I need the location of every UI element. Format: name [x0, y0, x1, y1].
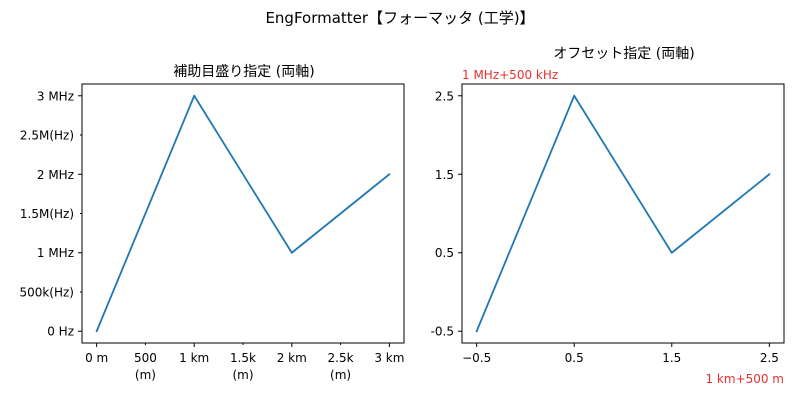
right-chart-y-tick-label: 2.5: [435, 89, 454, 103]
right-chart-y-tick-label: 0.5: [435, 246, 454, 260]
right-chart-series-line: [475, 94, 771, 333]
right-chart-x-tick-label: −0.5: [462, 351, 491, 365]
right-chart: オフセット指定 (両軸) 1 MHz+500 kHz 1 km+500 m −0…: [431, 46, 785, 386]
right-chart-data-point: [670, 251, 673, 254]
left-chart-x-minor-tick-label: 500: [134, 351, 157, 365]
left-chart-x-tick-label: 0 m: [85, 351, 108, 365]
left-chart-x-minor-tick-unit: (m): [135, 368, 156, 382]
right-chart-y-tick-label: -0.5: [431, 325, 454, 339]
left-chart-y-tick-label: 1 MHz: [37, 246, 74, 260]
left-chart-x-minor-tick-label: 2.5k: [328, 351, 354, 365]
right-chart-y-offset-text: 1 MHz+500 kHz: [462, 68, 558, 82]
right-chart-data-point: [475, 330, 478, 333]
left-chart-x-minor-tick-unit: (m): [330, 368, 351, 382]
left-chart-data-point: [95, 330, 98, 333]
right-chart-data-point: [573, 94, 576, 97]
left-chart-plot-frame: [81, 83, 405, 344]
right-chart-y-tick-label: 1.5: [435, 168, 454, 182]
left-chart-x-tick-label: 2 km: [277, 351, 307, 365]
right-chart-data-point: [768, 173, 771, 176]
left-chart-y-tick-label: 0 Hz: [47, 325, 74, 339]
left-chart-series-line: [95, 94, 391, 333]
right-chart-ticks: −0.5 0.5 1.5 2.5 -0.5 0.5 1.5 2.5: [431, 89, 779, 365]
right-chart-points: [475, 94, 771, 333]
figure-suptitle: EngFormatter【フォーマッタ (工学)】: [265, 9, 534, 27]
right-chart-x-tick-label: 2.5: [760, 351, 779, 365]
left-chart-title: 補助目盛り指定 (両軸): [173, 64, 314, 80]
left-chart-y-tick-label: 3 MHz: [37, 89, 74, 103]
left-chart-ticks: 0 m 1 km 2 km 3 km 500 (m) 1.5k (m) 2.5k (m) 0 Hz 1…: [19, 89, 404, 382]
left-chart-points: [95, 94, 391, 333]
left-chart-data-point: [290, 251, 293, 254]
left-chart-x-tick-label: 3 km: [374, 351, 404, 365]
right-chart-x-offset-text: 1 km+500 m: [705, 372, 784, 386]
left-chart: 補助目盛り指定 (両軸) 0 m 1 km 2 km 3 km 500 (m) 1.5k (m…: [19, 64, 405, 382]
left-chart-y-minor-tick-label: 2.5M(Hz): [20, 129, 74, 143]
left-chart-y-tick-label: 2 MHz: [37, 168, 74, 182]
right-chart-x-tick-label: 0.5: [565, 351, 584, 365]
right-chart-x-tick-label: 1.5: [662, 351, 681, 365]
right-chart-plot-frame: [461, 83, 785, 344]
left-chart-y-minor-tick-label: 500k(Hz): [19, 285, 74, 299]
right-chart-title: オフセット指定 (両軸): [553, 46, 694, 62]
left-chart-data-point: [193, 94, 196, 97]
left-chart-x-minor-tick-unit: (m): [232, 368, 253, 382]
left-chart-x-minor-tick-label: 1.5k: [230, 351, 256, 365]
left-chart-y-minor-tick-label: 1.5M(Hz): [20, 207, 74, 221]
left-chart-x-tick-label: 1 km: [179, 351, 209, 365]
left-chart-data-point: [388, 173, 391, 176]
